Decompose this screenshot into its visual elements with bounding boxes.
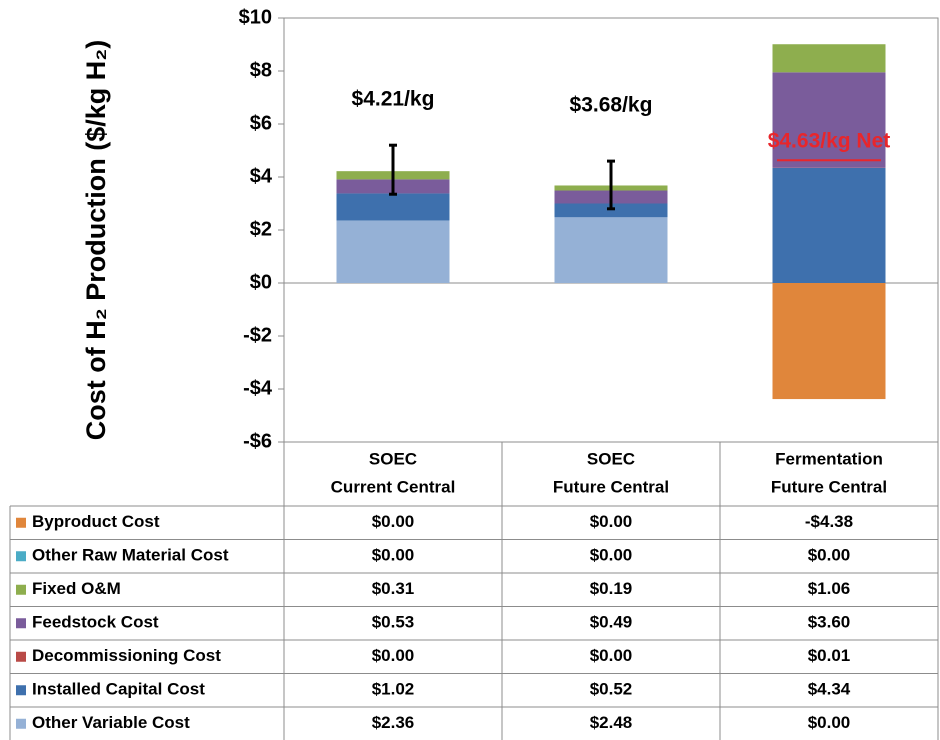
y-tick-label: $10 xyxy=(239,6,272,28)
bar-segment xyxy=(554,217,668,283)
y-tick-label: $2 xyxy=(250,218,272,240)
table-value: $1.06 xyxy=(808,579,851,598)
x-tick-label: SOEC xyxy=(369,449,417,468)
y-tick-label: $6 xyxy=(250,112,272,134)
legend-swatch xyxy=(16,517,26,528)
legend-label: Decommissioning Cost xyxy=(32,646,221,665)
y-tick-label: -$2 xyxy=(243,324,272,346)
legend-label: Other Variable Cost xyxy=(32,713,190,732)
legend-label: Installed Capital Cost xyxy=(32,680,205,699)
table-value: $0.52 xyxy=(590,680,633,699)
x-tick-label: Fermentation xyxy=(775,449,883,468)
table-value: $0.31 xyxy=(372,579,415,598)
table-value: $0.01 xyxy=(808,646,851,665)
table-value: $0.19 xyxy=(590,579,633,598)
y-axis-label: Cost of H₂ Production ($/kg H₂) xyxy=(81,40,111,440)
legend-label: Other Raw Material Cost xyxy=(32,546,229,565)
x-tick-label: Current Central xyxy=(331,477,456,496)
table-value: $0.00 xyxy=(372,512,415,531)
table-value: $2.36 xyxy=(372,713,415,732)
table-value: -$4.38 xyxy=(805,512,853,531)
table-value: $3.60 xyxy=(808,613,851,632)
legend-swatch xyxy=(16,618,26,629)
legend-swatch xyxy=(16,718,26,729)
y-tick-label: -$6 xyxy=(243,430,272,452)
legend-swatch xyxy=(16,685,26,696)
x-tick-label: SOEC xyxy=(587,449,635,468)
annotation: $4.63/kg Net xyxy=(768,130,891,153)
table-value: $0.49 xyxy=(590,613,633,632)
table-value: $0.00 xyxy=(372,646,415,665)
annotation: $3.68/kg xyxy=(570,94,653,117)
table-value: $0.00 xyxy=(590,546,633,565)
bar-segment xyxy=(772,44,886,73)
table-value: $0.53 xyxy=(372,613,415,632)
bar-segment xyxy=(772,167,886,283)
annotation: $4.21/kg xyxy=(352,88,435,111)
table-value: $0.00 xyxy=(590,646,633,665)
table-value: $0.00 xyxy=(372,546,415,565)
table-value: $4.34 xyxy=(808,680,851,699)
y-tick-label: $4 xyxy=(250,165,273,187)
table-value: $1.02 xyxy=(372,680,415,699)
legend-swatch xyxy=(16,651,26,662)
bar-segment xyxy=(772,72,886,168)
y-tick-label: $8 xyxy=(250,59,272,81)
table-value: $0.00 xyxy=(590,512,633,531)
table-value: $2.48 xyxy=(590,713,633,732)
bar-segment xyxy=(336,193,450,221)
table-value: $0.00 xyxy=(808,546,851,565)
x-tick-label: Future Central xyxy=(553,477,669,496)
legend-swatch xyxy=(16,551,26,562)
bar-segment xyxy=(772,283,886,400)
y-tick-label: $0 xyxy=(250,271,272,293)
bar-segment xyxy=(336,220,450,283)
legend-label: Feedstock Cost xyxy=(32,613,159,632)
table-value: $0.00 xyxy=(808,713,851,732)
y-tick-label: -$4 xyxy=(243,377,273,399)
bar-segment xyxy=(554,203,668,218)
legend-label: Byproduct Cost xyxy=(32,512,160,531)
x-tick-label: Future Central xyxy=(771,477,887,496)
legend-swatch xyxy=(16,584,26,595)
legend-label: Fixed O&M xyxy=(32,579,121,598)
